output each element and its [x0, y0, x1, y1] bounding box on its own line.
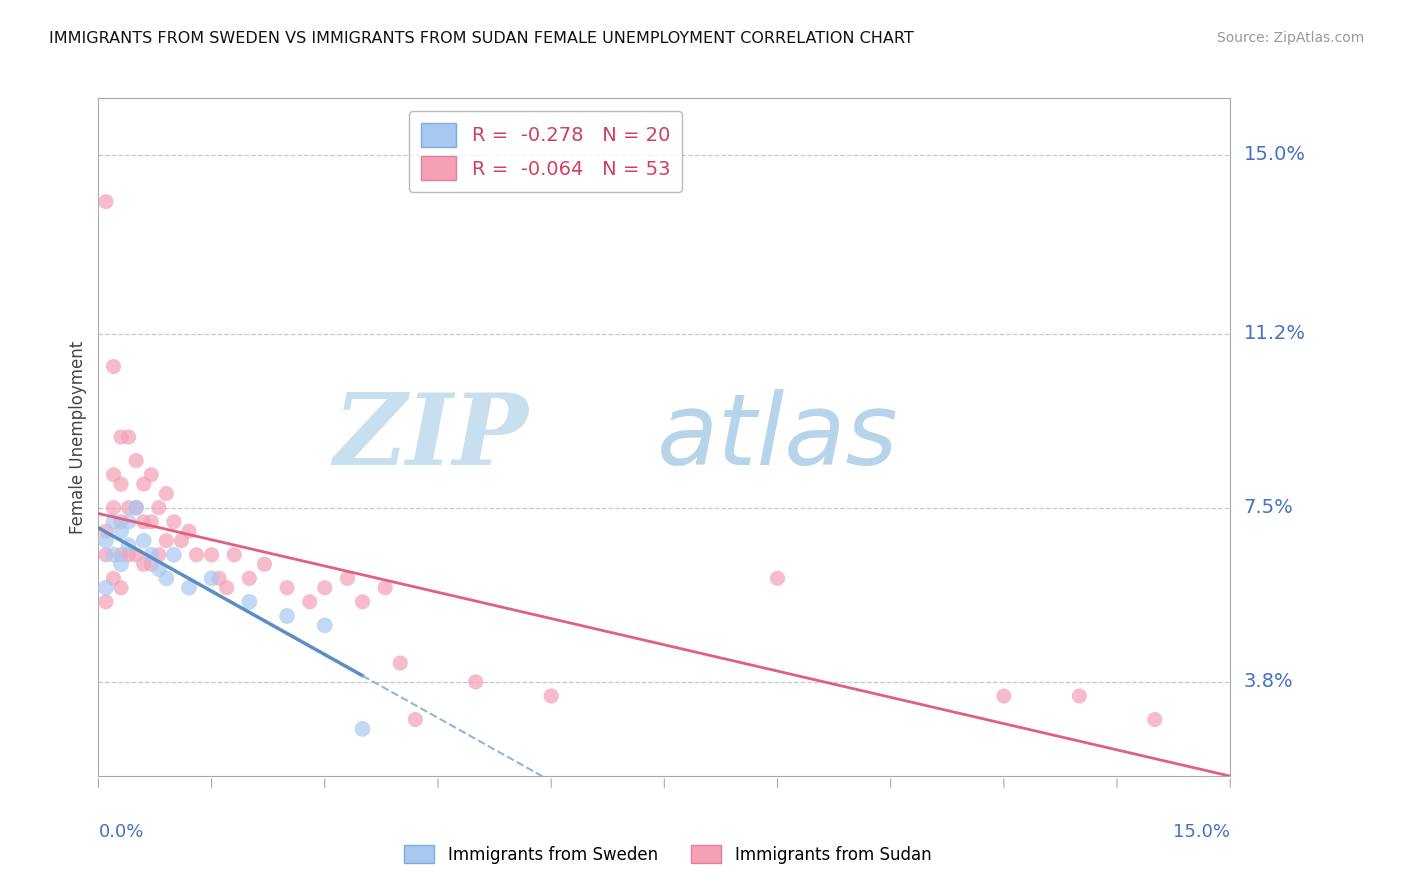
- Point: [148, 562, 170, 576]
- Point: [141, 515, 163, 529]
- Point: [103, 548, 125, 562]
- Point: [148, 548, 170, 562]
- Text: ZIP: ZIP: [333, 389, 529, 485]
- Point: [125, 453, 148, 467]
- Point: [1143, 713, 1166, 727]
- Point: [94, 194, 117, 209]
- Text: atlas: atlas: [657, 389, 898, 485]
- Point: [177, 581, 200, 595]
- Point: [215, 581, 238, 595]
- Point: [132, 515, 155, 529]
- Point: [224, 548, 246, 562]
- Point: [201, 548, 224, 562]
- Point: [141, 557, 163, 572]
- Point: [155, 486, 177, 500]
- Point: [314, 618, 336, 632]
- Point: [94, 524, 117, 539]
- Y-axis label: Female Unemployment: Female Unemployment: [69, 341, 87, 533]
- Point: [276, 609, 298, 624]
- Point: [352, 722, 374, 736]
- Point: [464, 674, 486, 689]
- Point: [125, 500, 148, 515]
- Point: [298, 595, 321, 609]
- Point: [336, 571, 359, 585]
- Point: [117, 515, 139, 529]
- Point: [110, 548, 132, 562]
- Point: [117, 548, 139, 562]
- Point: [238, 571, 260, 585]
- Point: [276, 581, 298, 595]
- Point: [314, 581, 336, 595]
- Point: [238, 595, 260, 609]
- Point: [374, 581, 396, 595]
- Point: [110, 477, 132, 491]
- Point: [132, 477, 155, 491]
- Text: 15.0%: 15.0%: [1173, 823, 1230, 841]
- Point: [132, 557, 155, 572]
- Text: 0.0%: 0.0%: [98, 823, 143, 841]
- Point: [253, 557, 276, 572]
- Point: [110, 581, 132, 595]
- Point: [132, 533, 155, 548]
- Point: [94, 548, 117, 562]
- Point: [103, 500, 125, 515]
- Point: [103, 571, 125, 585]
- Point: [110, 430, 132, 444]
- Point: [117, 538, 139, 552]
- Point: [94, 533, 117, 548]
- Point: [766, 571, 789, 585]
- Point: [148, 500, 170, 515]
- Legend: R =  -0.278   N = 20, R =  -0.064   N = 53: R = -0.278 N = 20, R = -0.064 N = 53: [409, 112, 682, 192]
- Text: Source: ZipAtlas.com: Source: ZipAtlas.com: [1216, 31, 1364, 45]
- Text: IMMIGRANTS FROM SWEDEN VS IMMIGRANTS FROM SUDAN FEMALE UNEMPLOYMENT CORRELATION : IMMIGRANTS FROM SWEDEN VS IMMIGRANTS FRO…: [49, 31, 914, 46]
- Text: 3.8%: 3.8%: [1244, 673, 1294, 691]
- Point: [94, 581, 117, 595]
- Text: 11.2%: 11.2%: [1244, 324, 1306, 343]
- Point: [163, 548, 186, 562]
- Point: [110, 557, 132, 572]
- Point: [103, 359, 125, 374]
- Point: [1069, 689, 1091, 703]
- Point: [155, 571, 177, 585]
- Point: [201, 571, 224, 585]
- Point: [141, 467, 163, 482]
- Point: [125, 548, 148, 562]
- Text: 7.5%: 7.5%: [1244, 499, 1294, 517]
- Point: [103, 467, 125, 482]
- Point: [352, 595, 374, 609]
- Point: [94, 595, 117, 609]
- Point: [177, 524, 200, 539]
- Point: [110, 515, 132, 529]
- Point: [141, 548, 163, 562]
- Point: [103, 515, 125, 529]
- Point: [117, 500, 139, 515]
- Legend: Immigrants from Sweden, Immigrants from Sudan: Immigrants from Sweden, Immigrants from …: [398, 838, 938, 871]
- Point: [117, 430, 139, 444]
- Point: [208, 571, 231, 585]
- Point: [110, 524, 132, 539]
- Point: [170, 533, 193, 548]
- Point: [155, 533, 177, 548]
- Point: [993, 689, 1015, 703]
- Point: [540, 689, 562, 703]
- Point: [404, 713, 426, 727]
- Text: 15.0%: 15.0%: [1244, 145, 1306, 164]
- Point: [186, 548, 208, 562]
- Point: [125, 500, 148, 515]
- Point: [389, 656, 412, 670]
- Point: [163, 515, 186, 529]
